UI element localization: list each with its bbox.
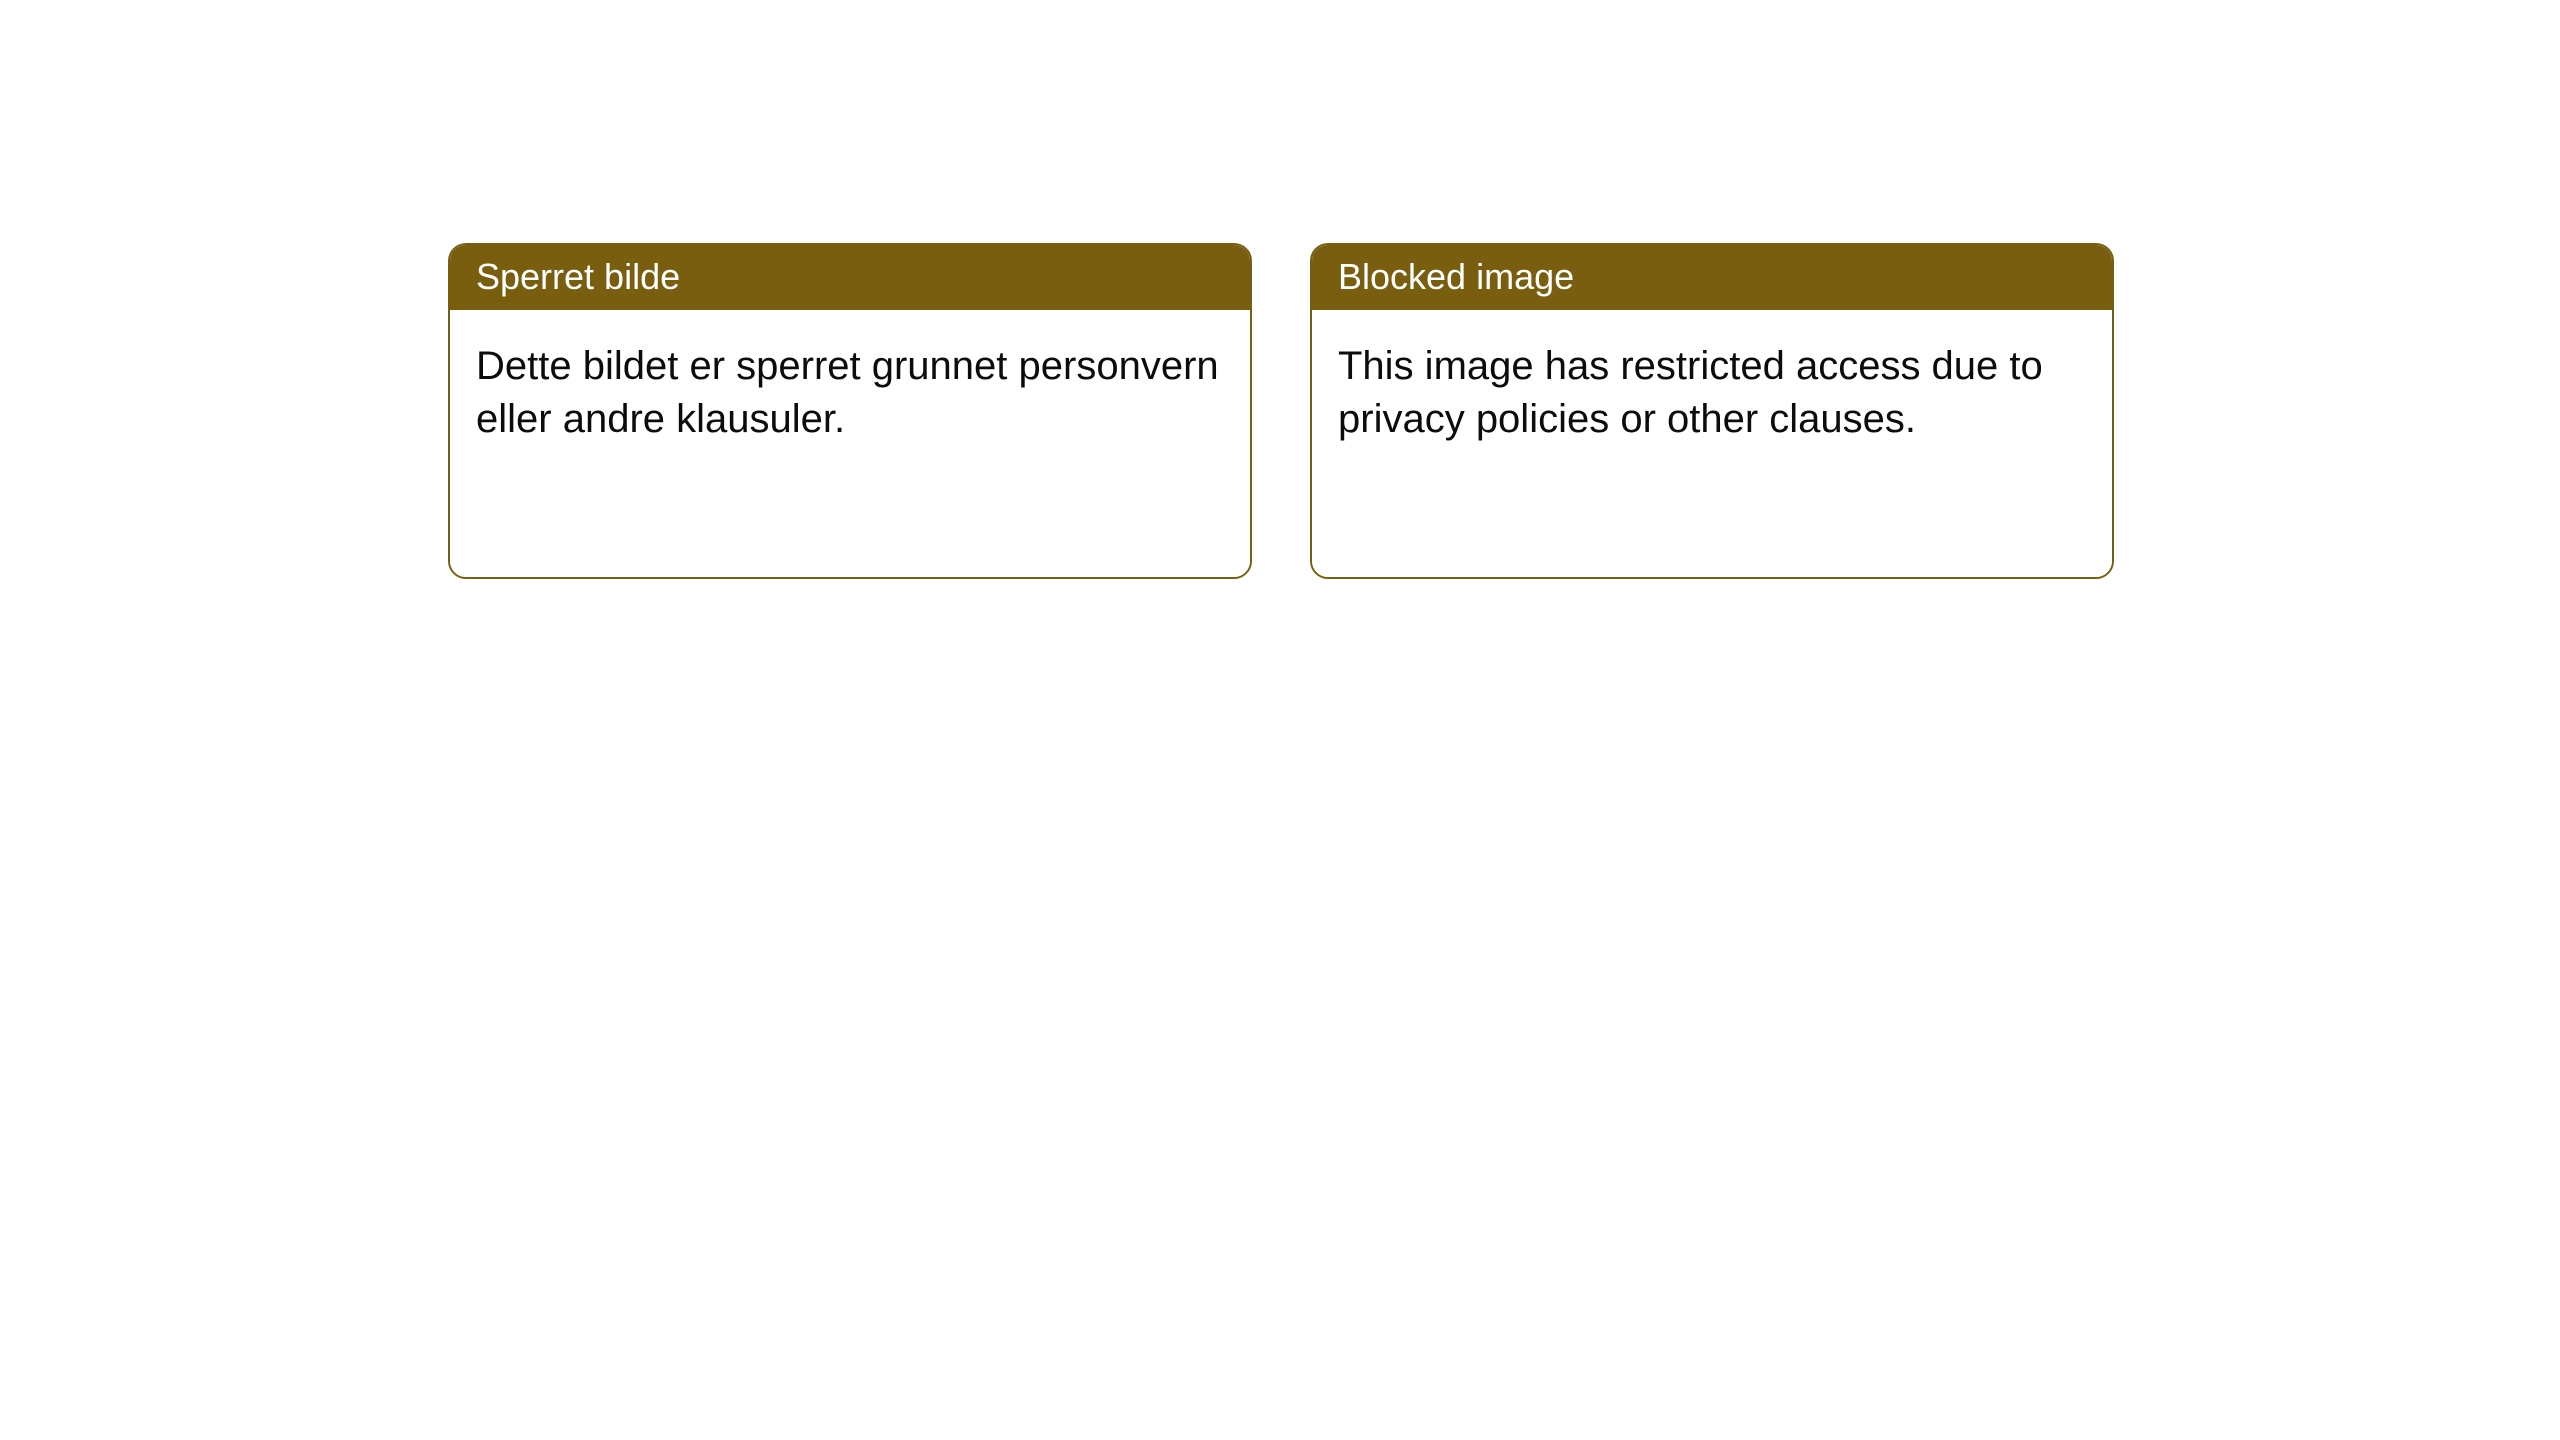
notice-title: Sperret bilde (450, 245, 1250, 310)
notice-title: Blocked image (1312, 245, 2112, 310)
notice-body: This image has restricted access due to … (1312, 310, 2112, 577)
notice-card-norwegian: Sperret bilde Dette bildet er sperret gr… (448, 243, 1252, 579)
notice-container: Sperret bilde Dette bildet er sperret gr… (0, 0, 2560, 579)
notice-body: Dette bildet er sperret grunnet personve… (450, 310, 1250, 577)
notice-card-english: Blocked image This image has restricted … (1310, 243, 2114, 579)
